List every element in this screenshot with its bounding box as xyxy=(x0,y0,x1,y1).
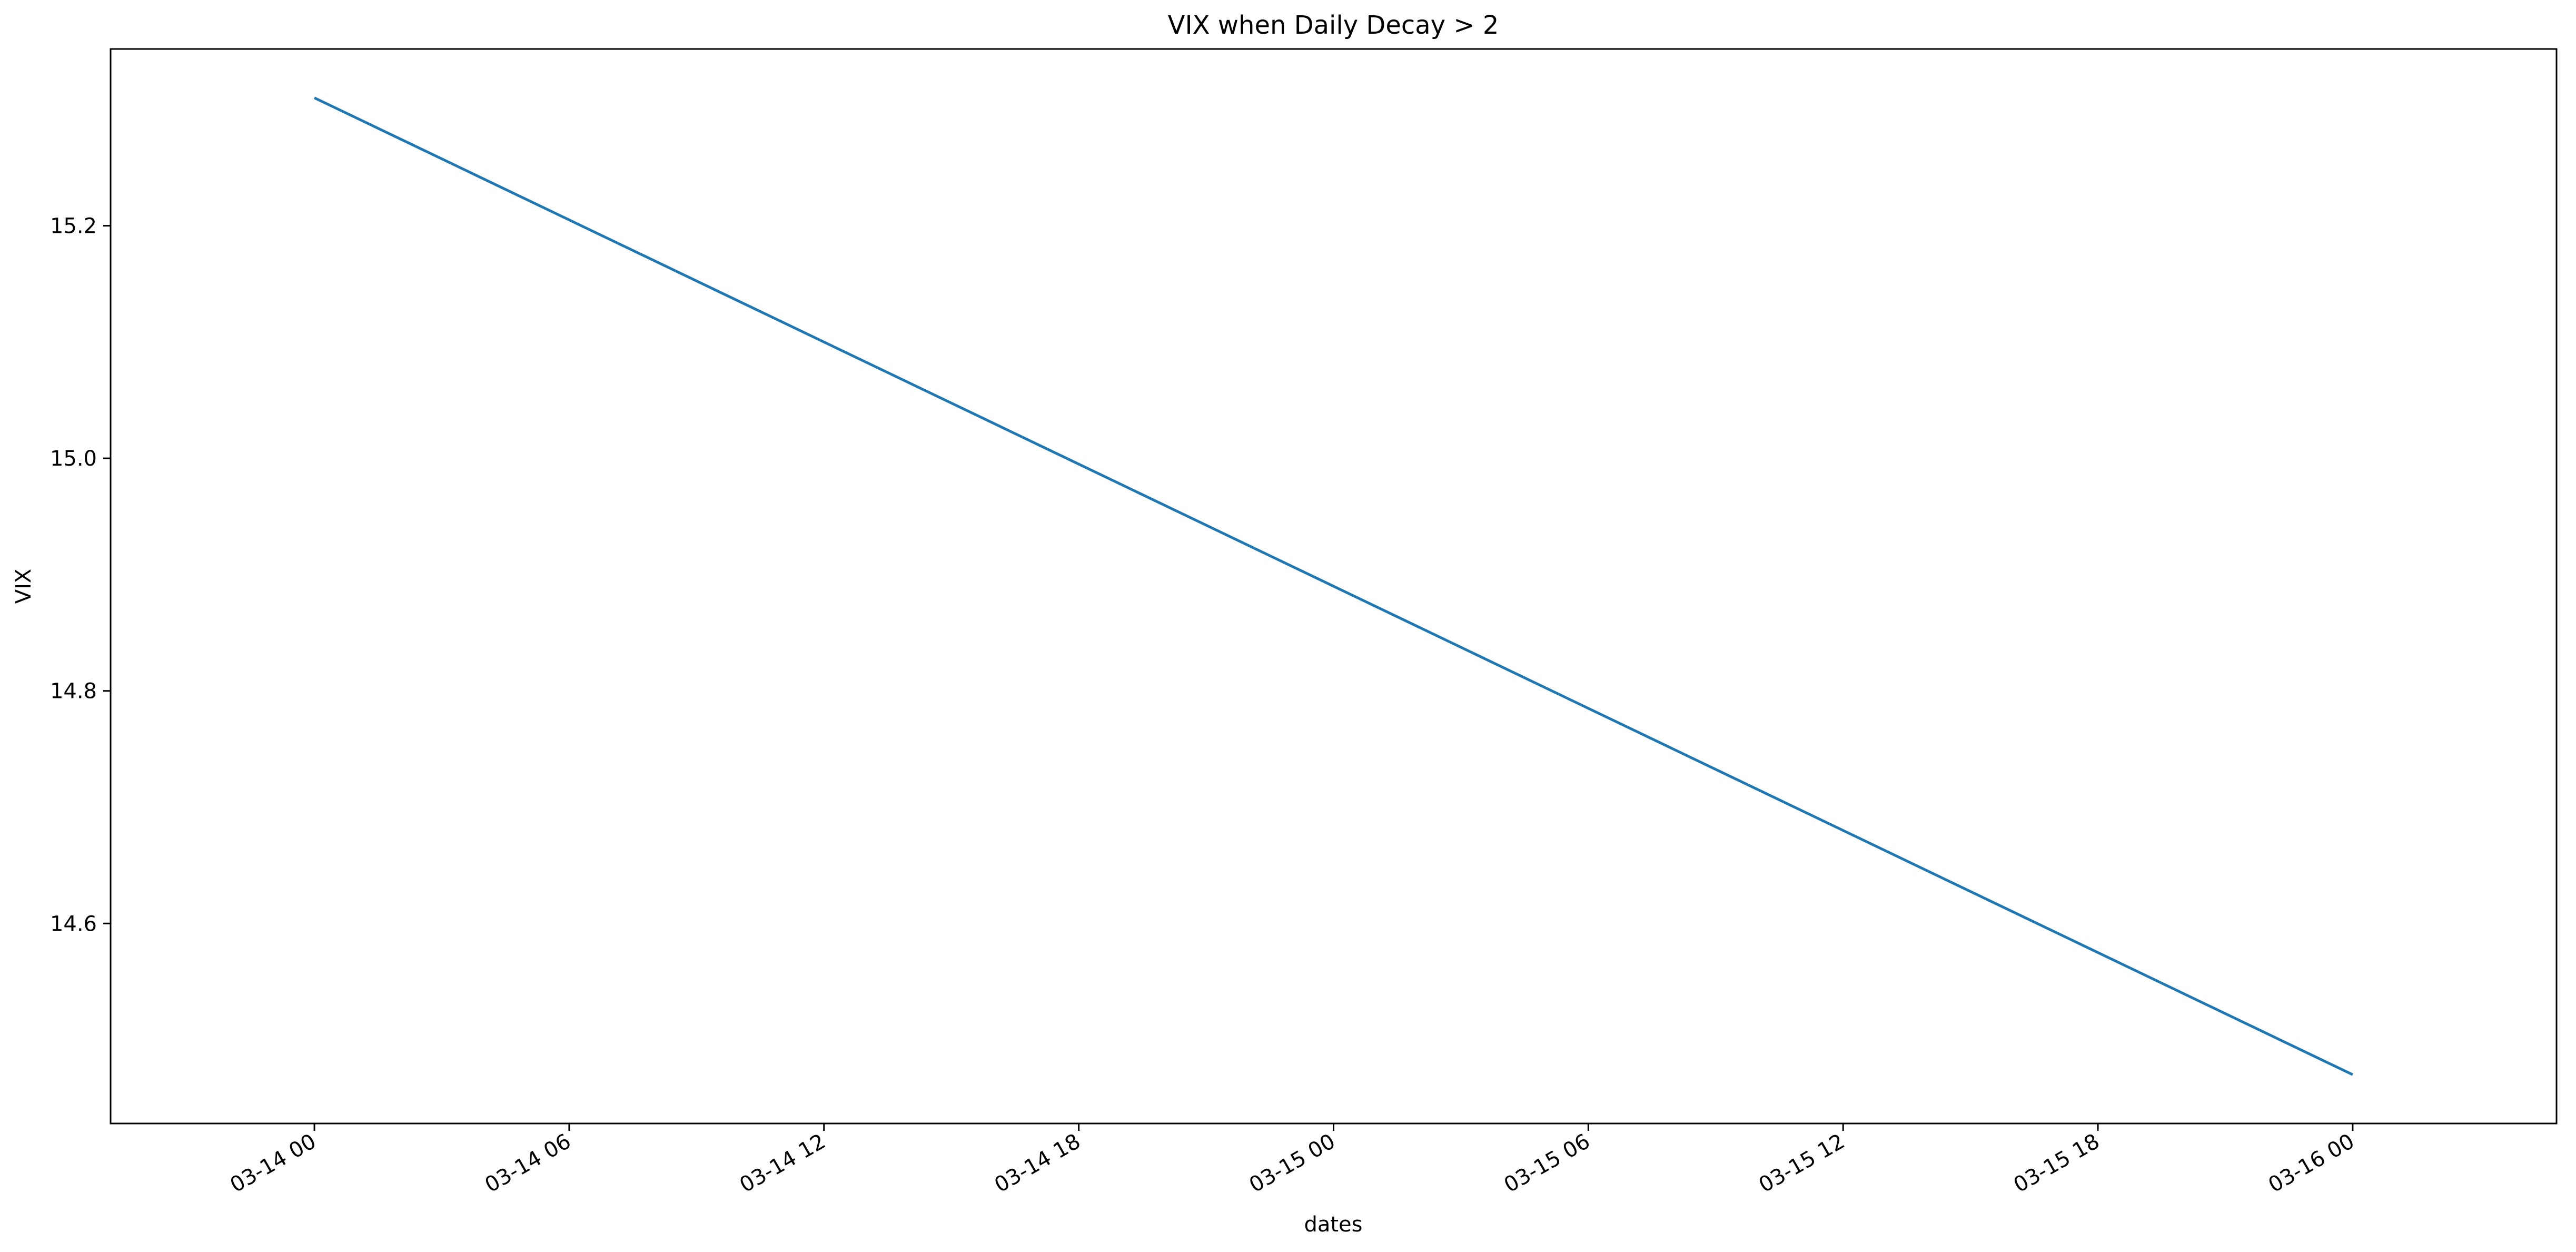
y-axis-ticks: 14.6 14.8 15.0 15.2 xyxy=(50,214,111,936)
x-axis-label: dates xyxy=(1304,1212,1362,1237)
series-line-0 xyxy=(314,96,2353,1076)
y-tick-label: 14.8 xyxy=(50,679,97,704)
y-axis-label: VIX xyxy=(12,569,36,604)
plot-frame xyxy=(110,48,2558,1125)
y-tick-label: 14.6 xyxy=(50,912,97,936)
y-tick-label: 15.2 xyxy=(50,214,97,239)
chart-title: VIX when Daily Decay > 2 xyxy=(1168,11,1499,40)
y-tick-label: 15.0 xyxy=(50,447,97,471)
plot-area xyxy=(314,96,2353,1076)
